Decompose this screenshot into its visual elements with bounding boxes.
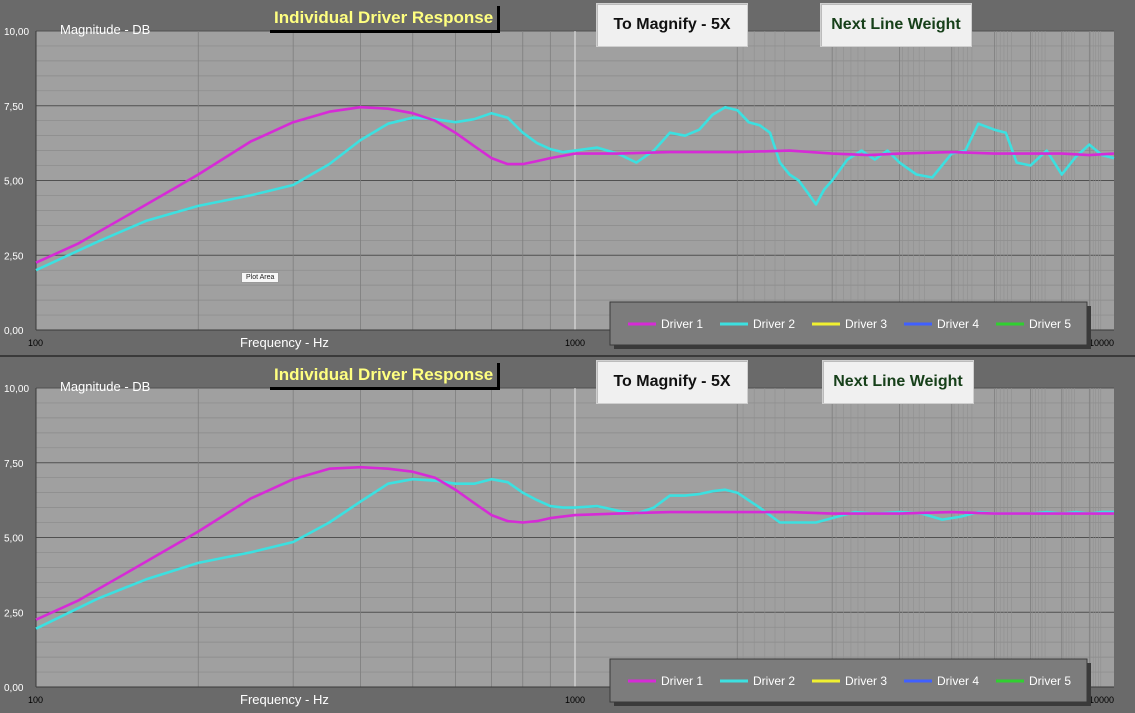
y-tick-label: 10,00 (4, 27, 29, 38)
legend-entry: Driver 3 (845, 674, 887, 688)
y-tick-label: 0,00 (4, 326, 24, 337)
plot-area-tooltip: Plot Area (241, 272, 280, 283)
x-tick-label: 100 (28, 695, 43, 705)
chart-2: 0,00 2,50 5,00 7,50 10,00 100 1000 10000 Magnitu… (4, 379, 1114, 707)
y-axis-label: Magnitude - DB (60, 379, 150, 394)
series-line-driver-1 (35, 465, 1114, 621)
x-tick-label: 1000 (565, 695, 585, 705)
y-axis-label: Magnitude - DB (60, 22, 150, 37)
legend-entry: Driver 2 (753, 674, 795, 688)
series-line-driver-1 (35, 105, 1115, 264)
legend: Driver 1 Driver 2 Driver 3 Driver 4 Driver 5 (609, 301, 1091, 349)
x-tick-label: 100 (28, 338, 43, 348)
legend-box (609, 301, 1088, 346)
y-tick-label: 2,50 (4, 251, 24, 262)
y-tick-label: 5,00 (4, 534, 24, 545)
x-tick-label: 10000 (1089, 695, 1114, 705)
next-line-weight-button[interactable]: Next Line Weight (822, 360, 974, 404)
magnify-button[interactable]: To Magnify - 5X (596, 3, 748, 47)
panel-divider (0, 355, 1135, 357)
legend-entry: Driver 3 (845, 317, 887, 331)
legend-entry: Driver 1 (661, 674, 703, 688)
y-tick-label: 5,00 (4, 177, 24, 188)
chart-panel-1: 0,00 2,50 5,00 7,50 10,00 100 1000 10000 Magnitu… (0, 0, 1135, 355)
y-tick-label: 0,00 (4, 683, 24, 694)
legend-entry: Driver 5 (1029, 317, 1071, 331)
next-line-weight-button[interactable]: Next Line Weight (820, 3, 972, 47)
legend-entry: Driver 4 (937, 674, 979, 688)
x-tick-label: 10000 (1089, 338, 1114, 348)
chart-2-title: Individual Driver Response (270, 363, 501, 390)
x-axis-label: Frequency - Hz (240, 335, 329, 350)
legend-entry: Driver 2 (753, 317, 795, 331)
chart-1: 0,00 2,50 5,00 7,50 10,00 100 1000 10000 Magnitu… (4, 22, 1115, 350)
legend-entry: Driver 1 (661, 317, 703, 331)
y-tick-label: 2,50 (4, 608, 24, 619)
chart-1-title: Individual Driver Response (270, 6, 501, 33)
y-tick-label: 7,50 (4, 459, 24, 470)
y-tick-label: 10,00 (4, 384, 29, 395)
legend-entry: Driver 4 (937, 317, 979, 331)
legend: Driver 1 Driver 2 Driver 3 Driver 4 Driver 5 (609, 658, 1091, 706)
chart-panel-2: 0,00 2,50 5,00 7,50 10,00 100 1000 10000 Magnitu… (0, 357, 1135, 712)
x-tick-label: 1000 (565, 338, 585, 348)
y-tick-label: 7,50 (4, 102, 24, 113)
x-axis-label: Frequency - Hz (240, 692, 329, 707)
legend-entry: Driver 5 (1029, 674, 1071, 688)
magnify-button[interactable]: To Magnify - 5X (596, 360, 748, 404)
